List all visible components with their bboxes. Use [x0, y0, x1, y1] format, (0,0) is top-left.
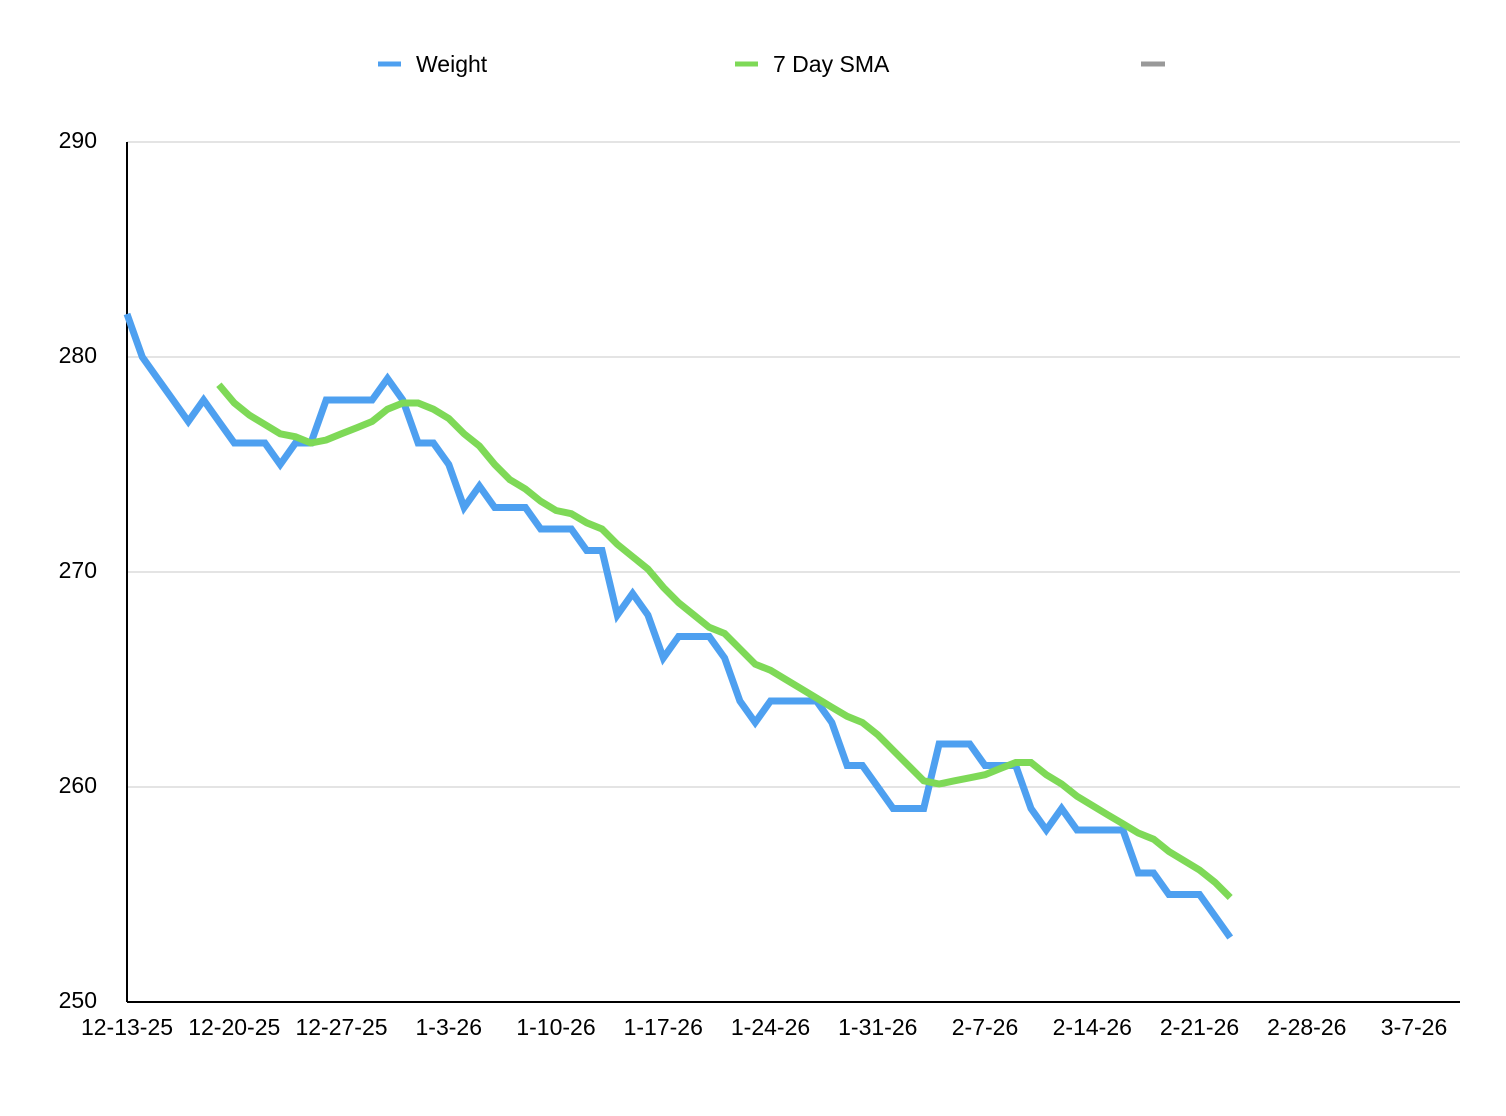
x-tick-label: 2-7-26 — [952, 1014, 1018, 1040]
series-line — [123, 312, 1234, 940]
x-tick-label: 2-28-26 — [1267, 1014, 1346, 1040]
y-tick-label: 290 — [59, 127, 97, 153]
x-tick-label: 1-24-26 — [731, 1014, 810, 1040]
x-tick-label: 2-14-26 — [1053, 1014, 1132, 1040]
series-line — [216, 382, 1233, 900]
x-tick-label: 12-13-25 — [81, 1014, 173, 1040]
x-tick-label: 12-27-25 — [295, 1014, 387, 1040]
x-tick-label: 1-31-26 — [838, 1014, 917, 1040]
x-tick-label: 1-10-26 — [516, 1014, 595, 1040]
legend-label: 7 Day SMA — [773, 51, 890, 77]
x-tick-label: 3-7-26 — [1381, 1014, 1447, 1040]
x-tick-label: 12-20-25 — [188, 1014, 280, 1040]
x-tick-label: 2-21-26 — [1160, 1014, 1239, 1040]
y-tick-label: 260 — [59, 772, 97, 798]
x-tick-label: 1-17-26 — [624, 1014, 703, 1040]
y-tick-label: 250 — [59, 987, 97, 1013]
y-tick-label: 280 — [59, 342, 97, 368]
x-tick-label: 1-3-26 — [416, 1014, 482, 1040]
y-tick-label: 270 — [59, 557, 97, 583]
legend-label: Weight — [416, 51, 488, 77]
